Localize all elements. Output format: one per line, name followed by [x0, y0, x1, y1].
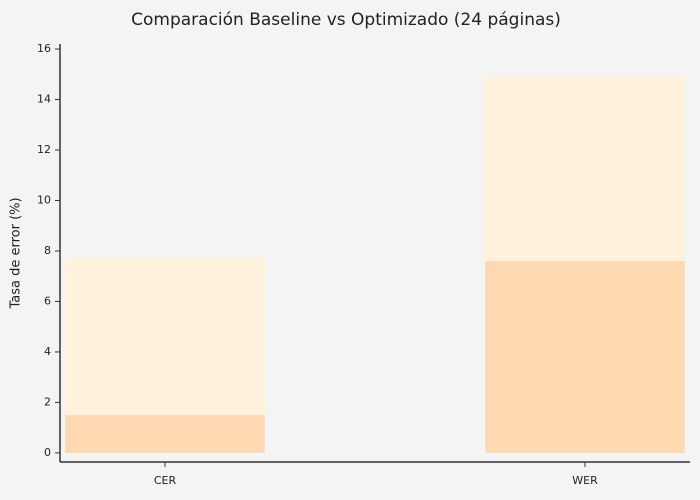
y-tick-label: 10	[37, 193, 51, 206]
y-tick-label: 6	[44, 294, 51, 307]
y-tick-label: 16	[37, 42, 51, 55]
chart-title: Comparación Baseline vs Optimizado (24 p…	[131, 10, 561, 30]
x-tick-label: WER	[572, 474, 598, 487]
x-tick-label: CER	[154, 474, 177, 487]
y-tick-label: 4	[44, 345, 51, 358]
y-tick-label: 0	[44, 446, 51, 459]
y-axis-label: Tasa de error (%)	[9, 197, 24, 309]
y-tick-label: 2	[44, 395, 51, 408]
y-tick-label: 8	[44, 244, 51, 257]
y-tick-label: 12	[37, 143, 51, 156]
bar	[65, 415, 265, 453]
y-tick-label: 14	[37, 93, 51, 106]
bar	[485, 261, 685, 453]
